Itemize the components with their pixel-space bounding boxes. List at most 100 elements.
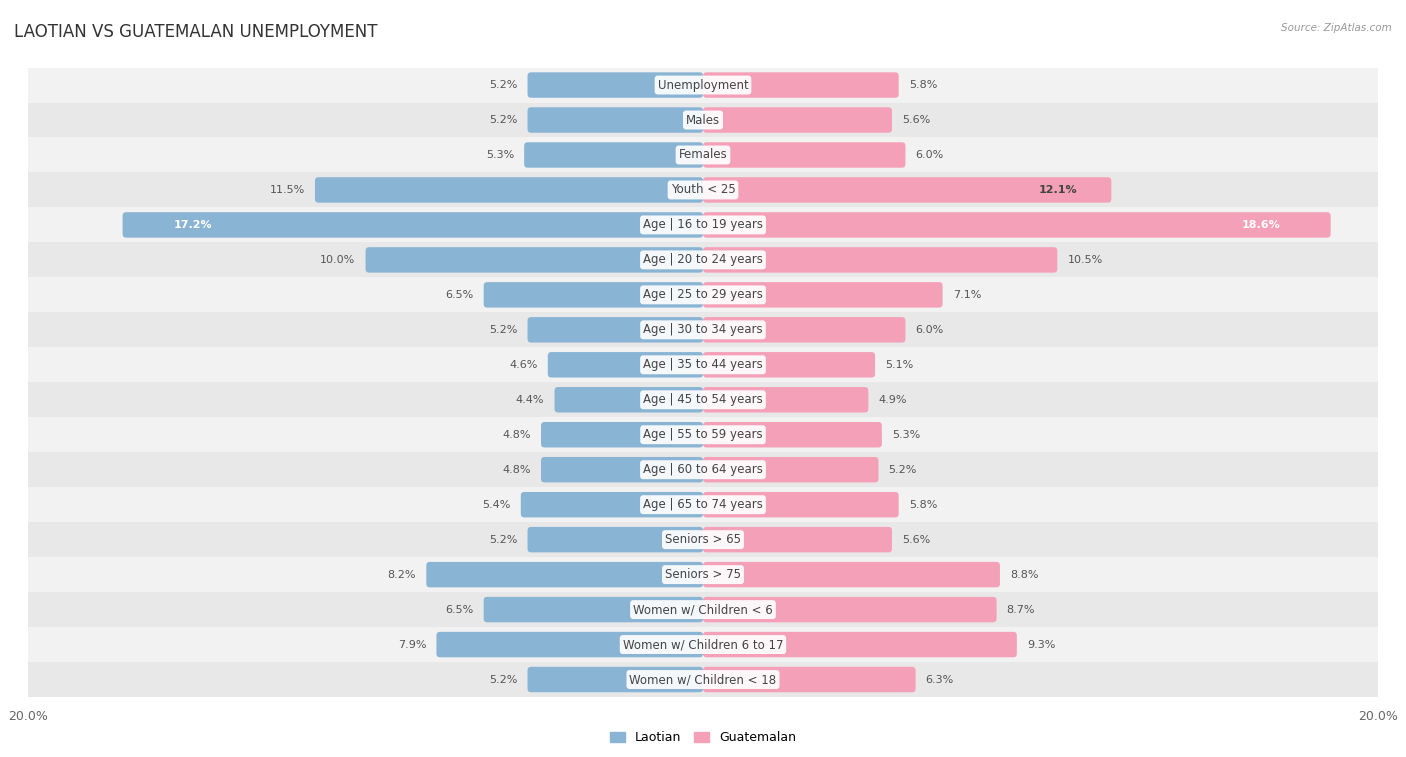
Text: Youth < 25: Youth < 25 (671, 183, 735, 197)
FancyBboxPatch shape (703, 527, 891, 553)
Text: Age | 60 to 64 years: Age | 60 to 64 years (643, 463, 763, 476)
Text: LAOTIAN VS GUATEMALAN UNEMPLOYMENT: LAOTIAN VS GUATEMALAN UNEMPLOYMENT (14, 23, 378, 41)
Bar (28, 488, 1378, 522)
Text: Unemployment: Unemployment (658, 79, 748, 92)
Text: Women w/ Children < 6: Women w/ Children < 6 (633, 603, 773, 616)
FancyBboxPatch shape (548, 352, 703, 378)
Text: Women w/ Children < 18: Women w/ Children < 18 (630, 673, 776, 686)
Bar (28, 313, 1378, 347)
Bar (28, 662, 1378, 697)
Text: Age | 45 to 54 years: Age | 45 to 54 years (643, 394, 763, 407)
Text: Women w/ Children 6 to 17: Women w/ Children 6 to 17 (623, 638, 783, 651)
FancyBboxPatch shape (703, 667, 915, 692)
FancyBboxPatch shape (436, 632, 703, 657)
FancyBboxPatch shape (527, 107, 703, 132)
FancyBboxPatch shape (703, 352, 875, 378)
Bar (28, 138, 1378, 173)
FancyBboxPatch shape (703, 282, 942, 307)
Text: 9.3%: 9.3% (1026, 640, 1056, 650)
Bar (28, 382, 1378, 417)
FancyBboxPatch shape (703, 177, 1111, 203)
Bar (28, 67, 1378, 102)
FancyBboxPatch shape (541, 422, 703, 447)
FancyBboxPatch shape (426, 562, 703, 587)
Text: Source: ZipAtlas.com: Source: ZipAtlas.com (1281, 23, 1392, 33)
Text: 5.6%: 5.6% (903, 115, 931, 125)
Text: 5.1%: 5.1% (886, 360, 914, 370)
Text: 6.3%: 6.3% (925, 674, 953, 684)
Bar (28, 417, 1378, 452)
Bar (28, 452, 1378, 488)
Text: 4.6%: 4.6% (509, 360, 537, 370)
FancyBboxPatch shape (520, 492, 703, 518)
Text: Males: Males (686, 114, 720, 126)
Text: Age | 65 to 74 years: Age | 65 to 74 years (643, 498, 763, 511)
Bar (28, 102, 1378, 138)
Text: 5.8%: 5.8% (908, 500, 938, 509)
Bar (28, 522, 1378, 557)
FancyBboxPatch shape (527, 667, 703, 692)
Text: 5.4%: 5.4% (482, 500, 510, 509)
Text: Age | 35 to 44 years: Age | 35 to 44 years (643, 358, 763, 371)
FancyBboxPatch shape (541, 457, 703, 482)
FancyBboxPatch shape (554, 387, 703, 413)
Text: Age | 25 to 29 years: Age | 25 to 29 years (643, 288, 763, 301)
Text: Age | 20 to 24 years: Age | 20 to 24 years (643, 254, 763, 266)
Text: 5.3%: 5.3% (486, 150, 515, 160)
FancyBboxPatch shape (703, 562, 1000, 587)
Text: Females: Females (679, 148, 727, 161)
Text: 5.2%: 5.2% (489, 674, 517, 684)
Text: 6.0%: 6.0% (915, 150, 943, 160)
FancyBboxPatch shape (527, 73, 703, 98)
FancyBboxPatch shape (703, 422, 882, 447)
Text: 7.9%: 7.9% (398, 640, 426, 650)
FancyBboxPatch shape (703, 142, 905, 168)
FancyBboxPatch shape (703, 212, 1330, 238)
Bar (28, 592, 1378, 627)
Text: 8.2%: 8.2% (388, 569, 416, 580)
Bar (28, 277, 1378, 313)
FancyBboxPatch shape (527, 317, 703, 343)
Bar (28, 207, 1378, 242)
Text: 4.8%: 4.8% (502, 430, 531, 440)
FancyBboxPatch shape (527, 527, 703, 553)
Text: Age | 55 to 59 years: Age | 55 to 59 years (643, 428, 763, 441)
Text: Seniors > 65: Seniors > 65 (665, 533, 741, 546)
Text: Age | 30 to 34 years: Age | 30 to 34 years (643, 323, 763, 336)
Text: 5.2%: 5.2% (489, 325, 517, 335)
FancyBboxPatch shape (315, 177, 703, 203)
FancyBboxPatch shape (703, 387, 869, 413)
Text: 12.1%: 12.1% (1039, 185, 1077, 195)
FancyBboxPatch shape (703, 492, 898, 518)
Text: 10.5%: 10.5% (1067, 255, 1102, 265)
FancyBboxPatch shape (703, 73, 898, 98)
Bar (28, 347, 1378, 382)
FancyBboxPatch shape (703, 317, 905, 343)
Text: 6.5%: 6.5% (446, 605, 474, 615)
Text: 7.1%: 7.1% (953, 290, 981, 300)
FancyBboxPatch shape (366, 247, 703, 273)
Text: 17.2%: 17.2% (173, 220, 212, 230)
FancyBboxPatch shape (524, 142, 703, 168)
Text: 5.2%: 5.2% (489, 115, 517, 125)
FancyBboxPatch shape (703, 597, 997, 622)
Text: 6.0%: 6.0% (915, 325, 943, 335)
Text: 4.4%: 4.4% (516, 394, 544, 405)
Text: 11.5%: 11.5% (270, 185, 305, 195)
FancyBboxPatch shape (122, 212, 703, 238)
Text: 5.2%: 5.2% (489, 534, 517, 544)
Text: 4.9%: 4.9% (879, 394, 907, 405)
FancyBboxPatch shape (703, 247, 1057, 273)
Text: 5.6%: 5.6% (903, 534, 931, 544)
FancyBboxPatch shape (703, 457, 879, 482)
Text: 6.5%: 6.5% (446, 290, 474, 300)
Text: 8.7%: 8.7% (1007, 605, 1035, 615)
Text: 18.6%: 18.6% (1241, 220, 1279, 230)
Bar (28, 242, 1378, 277)
Text: 8.8%: 8.8% (1010, 569, 1039, 580)
FancyBboxPatch shape (484, 282, 703, 307)
Text: Age | 16 to 19 years: Age | 16 to 19 years (643, 219, 763, 232)
FancyBboxPatch shape (703, 632, 1017, 657)
Bar (28, 173, 1378, 207)
Bar (28, 557, 1378, 592)
